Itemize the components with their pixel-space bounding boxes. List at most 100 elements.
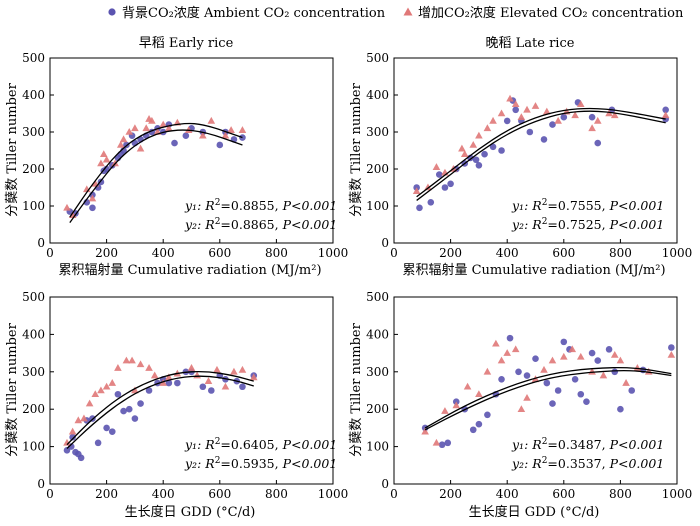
x-axis-label: 累积辐射量 Cumulative radiation (MJ/m²) — [58, 262, 321, 278]
ambient-fit-curve — [424, 369, 672, 431]
ambient-point — [560, 338, 568, 346]
elevated-point — [85, 399, 94, 407]
ambient-point — [120, 407, 127, 415]
elevated-point — [576, 100, 585, 108]
ambient-point — [208, 387, 215, 394]
ambient-point — [605, 346, 613, 353]
x-tick-label: 400 — [496, 487, 519, 501]
ambient-point — [469, 426, 477, 434]
y-tick-label: 400 — [366, 88, 389, 102]
y-tick-label: 100 — [22, 440, 45, 454]
elevated-fit-curve — [416, 107, 666, 198]
elevated-point — [136, 144, 145, 152]
elevated-point — [616, 356, 625, 364]
elevated-point — [517, 405, 526, 412]
elevated-point — [102, 155, 111, 163]
elevated-point — [424, 183, 432, 191]
elevated-point — [548, 356, 557, 364]
elevated-point — [517, 113, 526, 120]
elevated-point — [432, 163, 441, 170]
elevated-point — [102, 382, 111, 390]
elevated-point — [588, 124, 596, 132]
ambient-point — [472, 156, 480, 164]
elevated-point — [622, 379, 630, 386]
ambient-point — [69, 433, 76, 441]
elevated-point — [114, 364, 122, 371]
x-tick-label: 400 — [496, 246, 519, 260]
legend-elevated-marker — [403, 7, 413, 16]
ambient-point — [611, 368, 619, 376]
ambient-point — [489, 143, 497, 151]
x-tick-label: 600 — [208, 487, 231, 501]
x-tick-label: 600 — [552, 246, 575, 260]
ambient-fit-curve — [66, 375, 254, 449]
elevated-point — [108, 379, 117, 386]
elevated-point — [165, 373, 173, 381]
regression-annotation: y₁: R2=0.3487, P<0.001 — [511, 437, 664, 452]
elevated-point — [475, 131, 483, 139]
regression-annotation: y₂: R2=0.7525, P<0.001 — [511, 217, 664, 232]
regression-annotation: y₁: R2=0.7555, P<0.001 — [511, 198, 664, 213]
x-axis-label: 生长度日 GDD (°C/d) — [469, 504, 600, 520]
y-tick-label: 300 — [366, 365, 389, 379]
y-axis-label: 分蘖数 Tiller number — [5, 82, 20, 216]
ambient-point — [174, 379, 181, 387]
elevated-point — [523, 105, 531, 113]
elevated-point — [475, 390, 483, 398]
ambient-point — [503, 117, 511, 125]
elevated-point — [230, 367, 238, 375]
panel-1-title: 早稻 Early rice — [139, 36, 234, 51]
panel-2-title: 晚稻 Late rice — [486, 36, 575, 51]
ambient-point — [481, 150, 488, 158]
ambient-point — [560, 113, 568, 121]
y-tick-label: 100 — [366, 440, 389, 454]
ambient-point — [577, 390, 585, 398]
elevated-point — [221, 131, 230, 139]
ambient-point — [427, 199, 435, 206]
elevated-point — [421, 427, 429, 435]
elevated-point — [63, 438, 71, 446]
ambient-point — [628, 387, 636, 394]
elevated-point — [463, 382, 472, 390]
x-tick-label: 1000 — [662, 246, 693, 260]
y-tick-label: 200 — [22, 162, 45, 176]
elevated-point — [88, 194, 97, 202]
ambient-point — [145, 387, 153, 394]
elevated-point — [412, 187, 421, 194]
elevated-point — [506, 94, 514, 102]
elevated-point — [511, 345, 520, 353]
elevated-point — [122, 356, 131, 364]
elevated-point — [497, 109, 506, 117]
elevated-point — [571, 111, 579, 119]
elevated-point — [497, 356, 506, 364]
ambient-point — [103, 424, 110, 432]
ambient-point — [438, 441, 446, 449]
elevated-point — [184, 126, 193, 133]
elevated-point — [554, 116, 562, 124]
elevated-point — [523, 393, 531, 401]
regression-annotation: y₂: R2=0.5935, P<0.001 — [184, 456, 337, 471]
elevated-point — [560, 352, 568, 360]
elevated-point — [238, 126, 247, 133]
plot-frame — [393, 296, 678, 485]
elevated-point — [492, 339, 500, 347]
y-tick-label: 0 — [37, 477, 45, 491]
elevated-point — [63, 203, 71, 211]
ambient-point — [498, 375, 505, 383]
legend: 背景CO₂浓度 Ambient CO₂ concentration 增加CO₂浓… — [108, 5, 684, 21]
elevated-point — [483, 367, 492, 375]
ambient-point — [94, 439, 102, 447]
x-tick-label: 0 — [46, 246, 54, 260]
elevated-point — [593, 116, 602, 124]
elevated-point — [667, 350, 676, 358]
ambient-point — [583, 398, 590, 406]
elevated-point — [97, 159, 105, 167]
elevated-fit-curve — [424, 366, 672, 429]
regression-annotation: y₂: R2=0.8865, P<0.001 — [184, 217, 337, 232]
y-axis-label: 分蘖数 Tiller number — [5, 322, 20, 456]
ambient-point — [668, 344, 675, 351]
x-axis-label: 累积辐射量 Cumulative radiation (MJ/m²) — [402, 262, 665, 278]
ambient-point — [416, 204, 423, 212]
elevated-point — [483, 124, 492, 132]
elevated-fit-curve — [69, 122, 243, 218]
